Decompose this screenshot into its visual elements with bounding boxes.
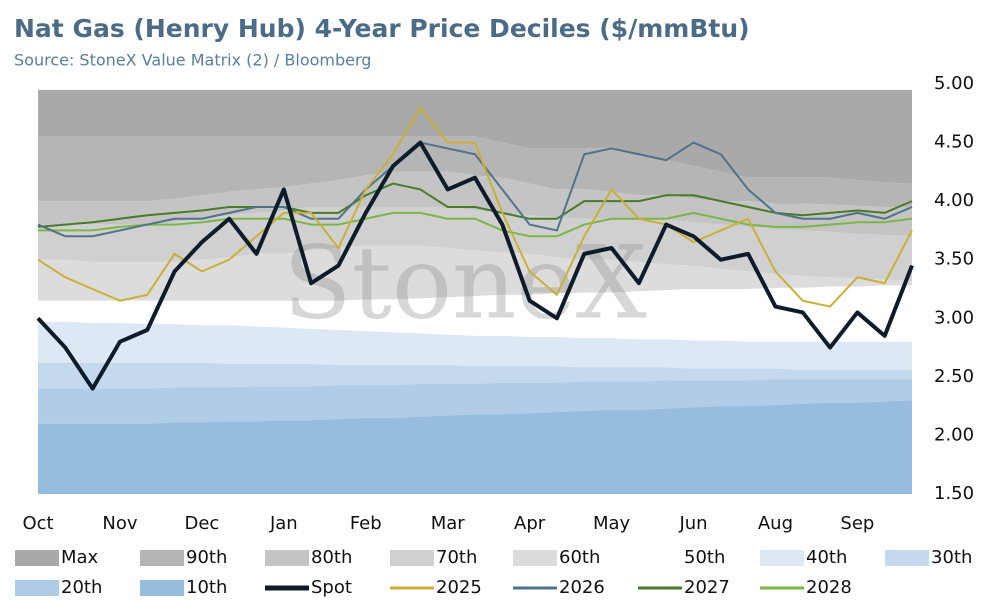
decile-band [38,321,912,370]
legend-label: 60th [559,547,600,568]
x-tick-label: Feb [350,513,382,534]
y-tick-label: 4.50 [934,132,974,153]
decile-band [38,379,912,424]
x-tick-label: Jun [678,513,707,534]
legend-swatch [760,550,804,566]
legend-label: 2028 [806,577,852,598]
decile-band [38,400,912,494]
x-tick-label: Oct [22,513,53,534]
decile-band [38,171,912,237]
series-line [37,182,913,228]
decile-band [38,285,912,342]
chart-title: Nat Gas (Henry Hub) 4-Year Price Deciles… [14,14,750,43]
x-tick-label: Sep [840,513,874,534]
y-tick-label: 4.00 [934,190,974,211]
legend-swatch [140,580,184,596]
legend-label: 2027 [684,577,730,598]
legend-label: 10th [186,577,227,598]
decile-band [38,207,912,281]
y-tick-label: 2.00 [934,424,974,445]
legend-label: 20th [61,577,102,598]
legend-label: 2026 [559,577,605,598]
x-tick-label: Apr [514,513,546,534]
legend-label: 70th [436,547,477,568]
decile-band [38,245,912,301]
legend-swatch [265,550,309,566]
x-tick-label: Aug [758,513,793,534]
series-line [37,141,913,238]
legend-swatch [885,550,929,566]
watermark: StoneX [283,225,647,342]
y-tick-label: 5.00 [934,73,974,94]
legend-label: 50th [684,547,725,568]
plot-area: StoneX [36,89,914,494]
y-tick-label: 1.50 [934,483,974,504]
legend-label: 80th [311,547,352,568]
x-tick-label: Jan [269,513,298,534]
x-tick-label: May [593,513,631,534]
legend-label: 90th [186,547,227,568]
legend-label: 40th [806,547,847,568]
legend-label: Max [61,547,99,568]
y-tick-label: 3.00 [934,307,974,328]
legend-swatch [390,550,434,566]
x-tick-label: Nov [102,513,137,534]
y-tick-label: 3.50 [934,249,974,270]
legend-swatch [140,550,184,566]
legend-swatch [15,550,59,566]
series-line [38,211,913,238]
legend-label: 30th [931,547,972,568]
legend-swatch [638,550,682,566]
decile-band [38,362,912,389]
x-tick-label: Mar [431,513,466,534]
legend-swatch [513,550,557,566]
y-tick-label: 2.50 [934,366,974,387]
series-line [36,140,914,391]
legend-label: Spot [311,577,352,598]
chart-subtitle: Source: StoneX Value Matrix (2) / Bloomb… [14,51,371,70]
legend-label: 2025 [436,577,482,598]
x-tick-label: Dec [184,513,219,534]
legend-swatch [15,580,59,596]
